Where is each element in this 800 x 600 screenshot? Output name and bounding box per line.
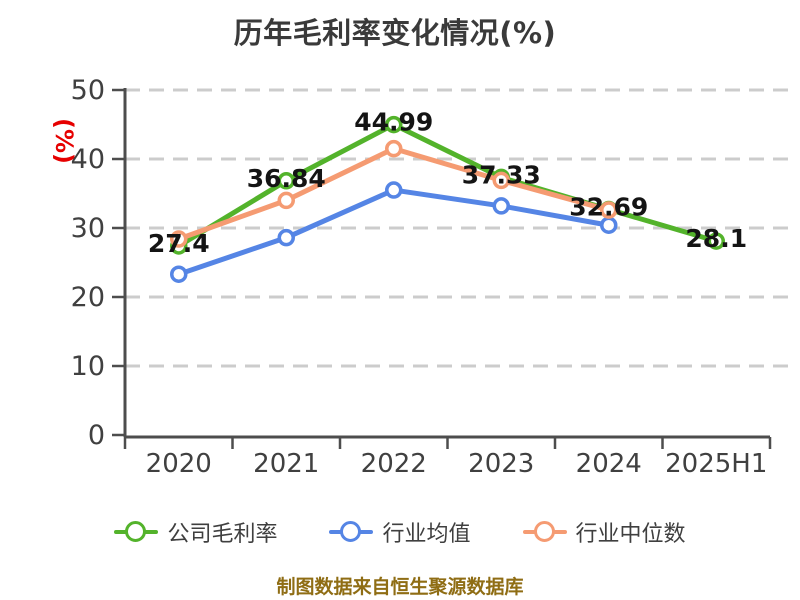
- legend-marker-blue-circle-icon: [329, 521, 374, 543]
- legend-label: 行业中位数: [575, 522, 686, 547]
- legend-label: 行业均值: [382, 522, 471, 547]
- data-point-marker: [492, 197, 510, 215]
- y-tick-label: 20: [71, 282, 105, 313]
- data-point-label: 37.33: [462, 160, 541, 189]
- y-tick-label: 30: [71, 213, 105, 244]
- legend-item-industry-median: 行业中位数: [522, 516, 686, 548]
- legend-marker-orange-circle-icon: [522, 521, 567, 543]
- chart-title: 历年毛利率变化情况(%): [233, 16, 557, 50]
- data-point-label: 27.4: [148, 229, 210, 258]
- x-tick-label: 2022: [361, 449, 427, 479]
- legend-item-company-margin: 公司毛利率: [114, 516, 277, 548]
- data-point-label: 36.84: [247, 164, 326, 193]
- data-point-marker: [492, 171, 510, 190]
- y-tick-label: 50: [71, 75, 105, 106]
- chart-legend: 公司毛利率 行业均值 行业中位数: [0, 516, 800, 548]
- data-point-label: 32.69: [569, 192, 648, 221]
- data-point-marker: [170, 230, 188, 248]
- data-point-label: 28.1: [685, 224, 747, 253]
- data-point-marker: [600, 201, 618, 219]
- data-point-marker: [277, 172, 295, 190]
- data-point-marker: [385, 115, 403, 134]
- data-point-marker: [385, 139, 403, 158]
- y-tick-label: 10: [71, 351, 105, 382]
- data-source-note: 制图数据来自恒生聚源数据库: [276, 576, 524, 598]
- series-line: [176, 187, 612, 277]
- data-point-marker: [385, 181, 403, 199]
- legend-marker-green-circle-icon: [114, 521, 159, 543]
- series-line: [176, 122, 719, 249]
- legend-label: 公司毛利率: [167, 522, 278, 547]
- data-point-marker: [707, 232, 725, 250]
- data-point-marker: [277, 191, 295, 210]
- legend-item-industry-average: 行业均值: [329, 516, 471, 548]
- x-tick-label: 2023: [468, 449, 534, 479]
- data-point-marker: [277, 228, 295, 247]
- data-point-label: 44.99: [354, 108, 433, 137]
- y-tick-label: 40: [71, 144, 105, 175]
- data-point-marker: [170, 265, 188, 283]
- x-tick-label: 2024: [576, 449, 642, 479]
- x-tick-label: 2025H1: [665, 449, 767, 479]
- x-tick-label: 2020: [146, 449, 212, 479]
- y-tick-label: 0: [88, 420, 105, 451]
- gross-margin-line-chart: 0 10 20 30 40 50 2020 2021 2022 2023 2024 2025H1 27.…: [71, 75, 788, 479]
- x-tick-label: 2021: [253, 449, 319, 479]
